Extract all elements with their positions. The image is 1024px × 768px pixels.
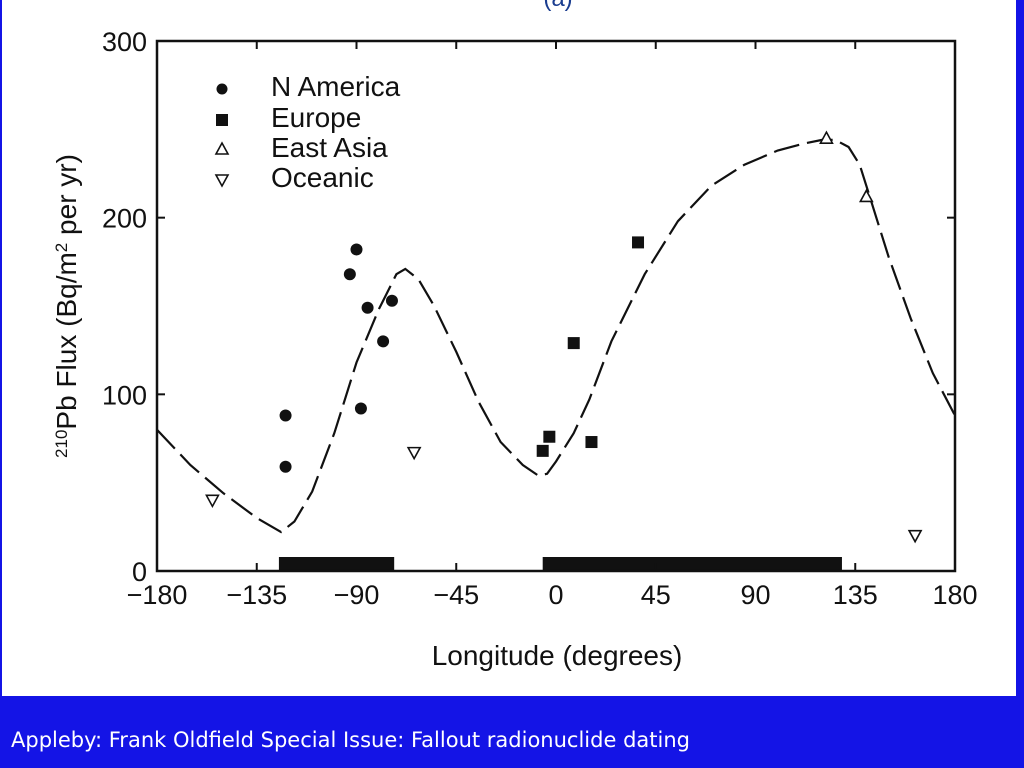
legend-label-n-america: N America (271, 71, 401, 102)
y-tick-label: 100 (102, 380, 147, 410)
axis-bar-0 (278, 557, 395, 571)
plot-frame (155, 39, 957, 573)
legend-marker-europe (216, 114, 228, 126)
point-east-asia (819, 130, 834, 144)
ticks-layer: −180 −135 −90 −45 0 45 90 135 180 0 100 200 300 (102, 27, 978, 610)
point-n-america (385, 294, 398, 307)
point-europe (585, 436, 598, 449)
point-oceanic (406, 446, 422, 461)
point-n-america (279, 460, 292, 473)
bars-layer (278, 557, 842, 571)
legend: N America Europe East Asia Oceanic (214, 71, 401, 193)
point-europe (536, 444, 549, 457)
model-curve-line (156, 138, 956, 534)
x-tick-label: −45 (433, 580, 479, 610)
legend-marker-east-asia (214, 141, 230, 155)
points-layer (205, 130, 923, 544)
point-n-america (354, 402, 367, 415)
y-axis-title-tail: per yr) (51, 154, 82, 243)
axis-bar-1 (542, 557, 842, 571)
x-tick-label: −90 (334, 580, 380, 610)
x-tick-label: −135 (226, 580, 287, 610)
x-tick-label: 180 (932, 580, 977, 610)
legend-marker-n-america (216, 83, 228, 95)
point-oceanic (907, 529, 923, 544)
point-europe (543, 430, 556, 443)
y-tick-label: 300 (102, 27, 147, 57)
point-n-america (361, 301, 374, 314)
legend-label-east-asia: East Asia (271, 132, 388, 163)
point-europe (567, 337, 580, 350)
chart: (a) −180−135−90−45045901351800100200300 … (51, 0, 978, 671)
y-axis-title: 210Pb Flux (Bq/m2 per yr) (51, 154, 82, 458)
y-axis-title-superscript-2: 2 (52, 243, 71, 252)
slide-caption: Appleby: Frank Oldfield Special Issue: F… (11, 728, 690, 752)
y-axis-title-superscript: 210 (52, 430, 71, 458)
curve-layer (156, 138, 956, 534)
point-n-america (350, 243, 363, 256)
x-tick-label: 45 (641, 580, 671, 610)
panel-top-label: (a) (543, 0, 572, 12)
y-axis-title-main: Pb Flux (Bq/m (51, 252, 82, 429)
x-tick-label: −180 (127, 580, 188, 610)
x-tick-label: 135 (833, 580, 878, 610)
point-n-america (343, 268, 356, 281)
legend-label-oceanic: Oceanic (271, 162, 374, 193)
point-n-america (377, 335, 390, 348)
y-tick-label: 200 (102, 204, 147, 234)
point-n-america (279, 409, 292, 422)
slide-panel: (a) −180−135−90−45045901351800100200300 … (2, 0, 1016, 696)
x-axis-title: Longitude (degrees) (432, 640, 683, 671)
y-tick-label: 0 (132, 557, 147, 587)
x-tick-label: 90 (740, 580, 770, 610)
legend-marker-oceanic (214, 174, 230, 188)
legend-label-europe: Europe (271, 102, 361, 133)
point-oceanic (205, 494, 220, 509)
point-europe (632, 236, 645, 249)
point-east-asia (858, 188, 874, 203)
x-tick-label: 0 (548, 580, 563, 610)
